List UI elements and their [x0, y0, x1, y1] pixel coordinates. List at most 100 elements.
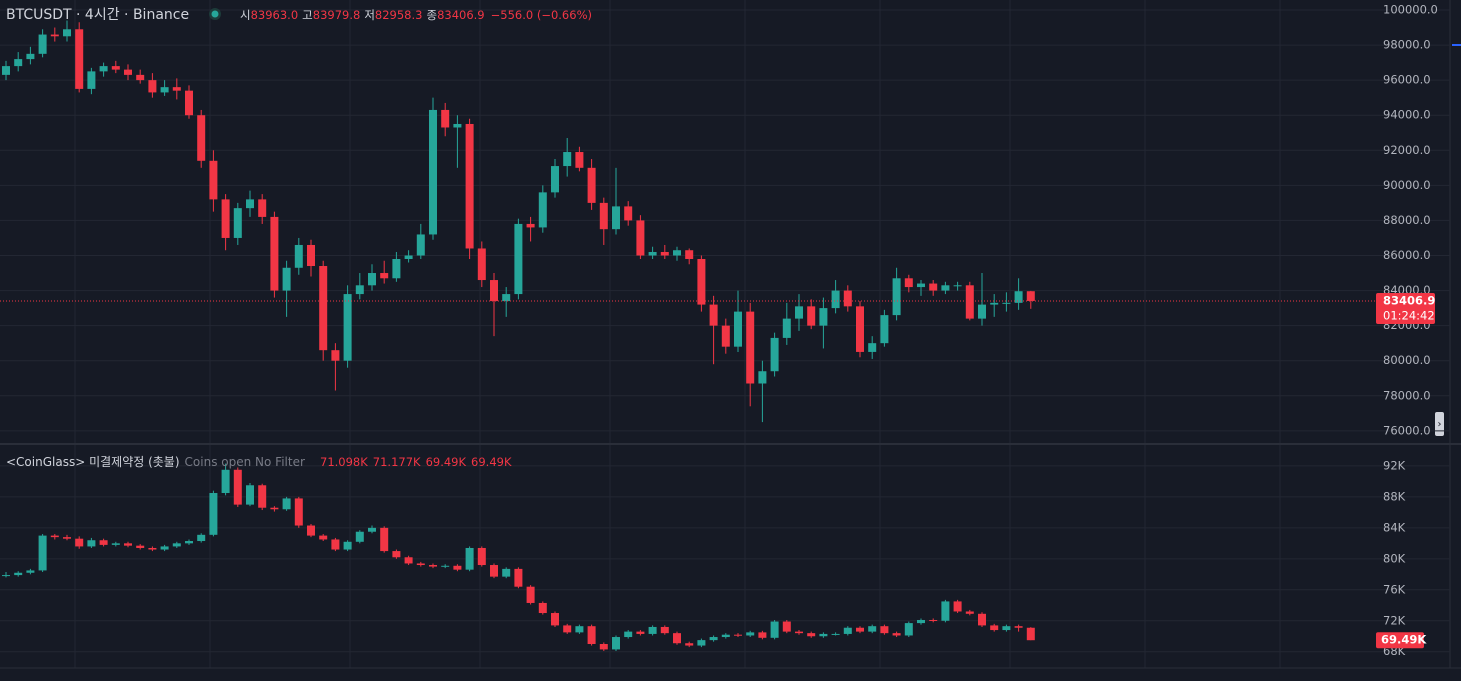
- candle-body: [709, 304, 718, 326]
- candle-body: [111, 543, 120, 545]
- candle-body: [636, 220, 645, 256]
- candle-body: [648, 251, 657, 256]
- candle-body: [551, 613, 559, 626]
- y-tick-label: 80000.0: [1383, 353, 1431, 367]
- candle-body: [221, 199, 230, 238]
- candle-body: [490, 280, 498, 302]
- ohlc-legend: 시83963.0 고83979.8 저82958.3 종83406.9 −556.0 (…: [240, 8, 592, 22]
- candle-body: [868, 343, 877, 352]
- y-tick-label: 76K: [1383, 582, 1406, 596]
- candle-body: [990, 625, 999, 631]
- candle-body: [624, 631, 633, 638]
- candle-body: [319, 266, 328, 351]
- candle-body: [978, 304, 986, 319]
- y-tick-label: 76000.0: [1383, 423, 1431, 437]
- candle-body: [856, 306, 864, 352]
- candle-body: [514, 223, 523, 295]
- candle-body: [807, 306, 816, 326]
- collapse-button[interactable]: [1435, 412, 1444, 436]
- candle-body: [831, 290, 840, 309]
- ohlc-prefix: 시: [240, 8, 251, 22]
- y-tick-label: 84K: [1383, 520, 1406, 534]
- candle-body: [246, 199, 254, 209]
- y-tick-label: 90000.0: [1383, 178, 1431, 192]
- countdown-label: 01:24:42: [1383, 308, 1435, 322]
- candle-body: [1014, 626, 1023, 628]
- candle-body: [258, 485, 267, 508]
- candle-body: [1002, 626, 1011, 631]
- candle-body: [880, 315, 889, 344]
- candle-body: [563, 625, 572, 633]
- candle-body: [941, 601, 950, 621]
- chart-title: BTCUSDT · 4시간 · Binance: [6, 7, 189, 23]
- y-tick-label: 94000.0: [1383, 108, 1431, 122]
- last-price-box: [1376, 292, 1435, 324]
- indicator-name: <CoinGlass> 미결제약정 (촛불): [6, 454, 180, 469]
- candle-body: [1026, 627, 1035, 641]
- candle-body: [124, 69, 132, 75]
- candle-body: [1026, 291, 1035, 301]
- candle-body: [465, 123, 474, 249]
- candle-body: [612, 637, 620, 650]
- y-tick-label: 86000.0: [1383, 248, 1431, 262]
- candle-body: [38, 535, 47, 571]
- candle-body: [673, 250, 681, 256]
- ohlc-value: 83963.0: [251, 8, 299, 22]
- candle-body: [2, 66, 10, 75]
- y-tick-label: 92K: [1383, 458, 1406, 472]
- candle-body: [148, 80, 157, 93]
- candle-body: [904, 623, 913, 636]
- candle-body: [685, 643, 694, 646]
- candle-body: [87, 71, 96, 89]
- indicator-values: 71.098K 71.177K 69.49K 69.49K: [320, 455, 512, 469]
- indicator-value: 71.098K: [320, 455, 368, 469]
- indicator-value: 71.177K: [373, 455, 421, 469]
- candle-body: [587, 167, 596, 203]
- y-tick-label: 98000.0: [1383, 38, 1431, 52]
- ohlc-value: 82958.3: [375, 8, 423, 22]
- ohlc-prefix: 저: [364, 8, 375, 22]
- candle-body: [526, 223, 535, 228]
- candle-body: [87, 540, 96, 547]
- candle-body: [26, 53, 35, 60]
- candle-body: [429, 565, 437, 567]
- candle-body: [270, 507, 279, 510]
- candle-body: [136, 74, 145, 81]
- candle-body: [294, 498, 303, 526]
- candle-body: [917, 283, 925, 288]
- candle-body: [636, 631, 645, 634]
- candle-body: [575, 626, 584, 633]
- candle-body: [343, 541, 352, 550]
- candle-body: [63, 29, 71, 37]
- candle-body: [807, 633, 816, 637]
- candle-body: [868, 626, 877, 632]
- candle-body: [953, 285, 962, 287]
- candle-body: [416, 234, 425, 256]
- candle-body: [465, 547, 474, 570]
- candle-body: [734, 634, 742, 636]
- y-tick-label: 80K: [1383, 551, 1406, 565]
- candle-body: [477, 547, 486, 566]
- candle-body: [917, 619, 925, 624]
- candle-body: [965, 285, 974, 319]
- candle-body: [270, 216, 279, 291]
- candle-body: [197, 115, 206, 161]
- y-tick-label: 78000.0: [1383, 388, 1431, 402]
- indicator-settings: Coins open No Filter: [185, 455, 305, 469]
- candle-body: [331, 539, 340, 550]
- candle-body: [124, 543, 132, 546]
- candle-body: [929, 619, 938, 621]
- candle-body: [368, 273, 376, 286]
- candle-body: [99, 66, 108, 72]
- candle-body: [904, 278, 913, 288]
- labels: BTCUSDT · 4시간 · Binance 시83963.0 고83979.8…: [6, 7, 592, 469]
- candle-body: [441, 109, 450, 128]
- collapse-icon[interactable]: ›: [1438, 419, 1442, 430]
- candle-body: [2, 575, 10, 577]
- candle-body: [233, 469, 242, 505]
- ohlc-prefix: 고: [302, 8, 313, 22]
- candle-body: [575, 152, 584, 168]
- candle-body: [831, 633, 840, 635]
- candle-body: [380, 527, 389, 552]
- candle-body: [160, 87, 169, 93]
